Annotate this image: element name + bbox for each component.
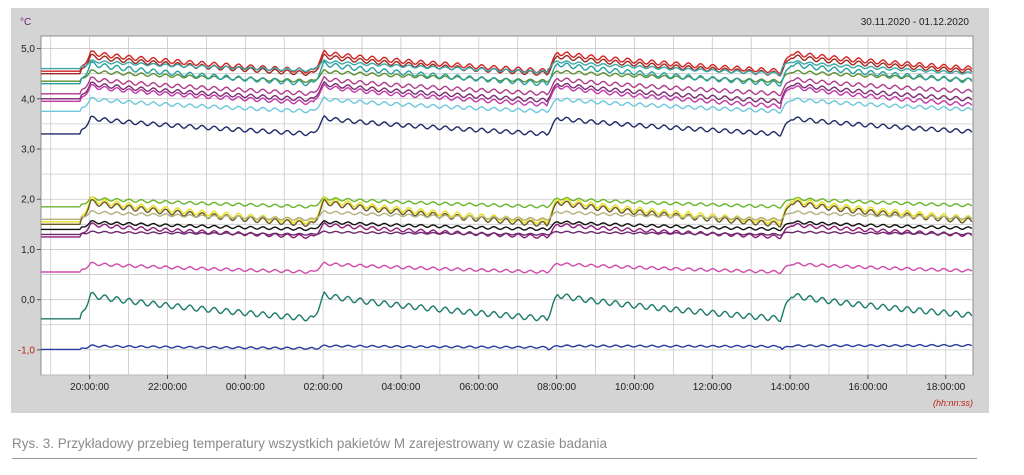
y-axis: 5,0 4,0 3,0 2,0 1,0 0,0 -1,0 [18, 44, 41, 356]
x-tick-label: 12:00:00 [693, 382, 732, 393]
series-layer [41, 49, 973, 351]
y-tick-label: 1,0 [21, 245, 35, 256]
caption-divider [12, 458, 977, 459]
line-chart: 5,0 4,0 3,0 2,0 1,0 0,0 -1,0 20:00:00 22:00:00 0… [18, 17, 974, 408]
x-tick-label: 20:00:00 [70, 382, 109, 393]
y-tick-label: 0,0 [21, 295, 35, 306]
series-line [41, 60, 973, 87]
series-line [41, 49, 973, 75]
series-line [41, 96, 973, 114]
y-tick-label: 5,0 [21, 44, 35, 55]
series-line [41, 261, 973, 274]
x-tick-label: 22:00:00 [148, 382, 187, 393]
series-line [41, 76, 973, 97]
figure-caption: Rys. 3. Przykładowy przebieg temperatury… [12, 436, 607, 451]
chart-frame: 5,0 4,0 3,0 2,0 1,0 0,0 -1,0 20:00:00 22:00:00 0… [11, 8, 989, 413]
series-line [41, 195, 973, 226]
x-tick-label: 10:00:00 [615, 382, 654, 393]
series-line [41, 81, 973, 104]
series-line [41, 59, 973, 76]
series-line [41, 343, 973, 351]
x-tick-label: 08:00:00 [537, 382, 576, 393]
x-axis: 20:00:00 22:00:00 00:00:00 02:00:00 04:00:00… [70, 375, 966, 393]
x-tick-label: 00:00:00 [226, 382, 265, 393]
x-tick-label: 16:00:00 [848, 382, 887, 393]
x-tick-label: 14:00:00 [771, 382, 810, 393]
x-axis-unit: (hh:nn:ss) [933, 398, 973, 408]
x-tick-label: 04:00:00 [381, 382, 420, 393]
y-tick-label: -1,0 [18, 345, 36, 356]
date-range: 30.11.2020 - 01.12.2020 [861, 17, 970, 28]
series-line [41, 115, 973, 137]
series-line [41, 230, 973, 236]
y-tick-label: 2,0 [21, 195, 35, 206]
y-axis-unit: °C [20, 17, 31, 28]
x-tick-label: 02:00:00 [304, 382, 343, 393]
series-line [41, 219, 973, 232]
y-tick-label: 3,0 [21, 145, 35, 156]
series-line [41, 291, 973, 323]
series-line [41, 196, 973, 209]
series-line [41, 83, 973, 109]
x-tick-label: 06:00:00 [459, 382, 498, 393]
y-tick-label: 4,0 [21, 94, 35, 105]
series-line [41, 209, 973, 222]
x-tick-label: 18:00:00 [926, 382, 965, 393]
